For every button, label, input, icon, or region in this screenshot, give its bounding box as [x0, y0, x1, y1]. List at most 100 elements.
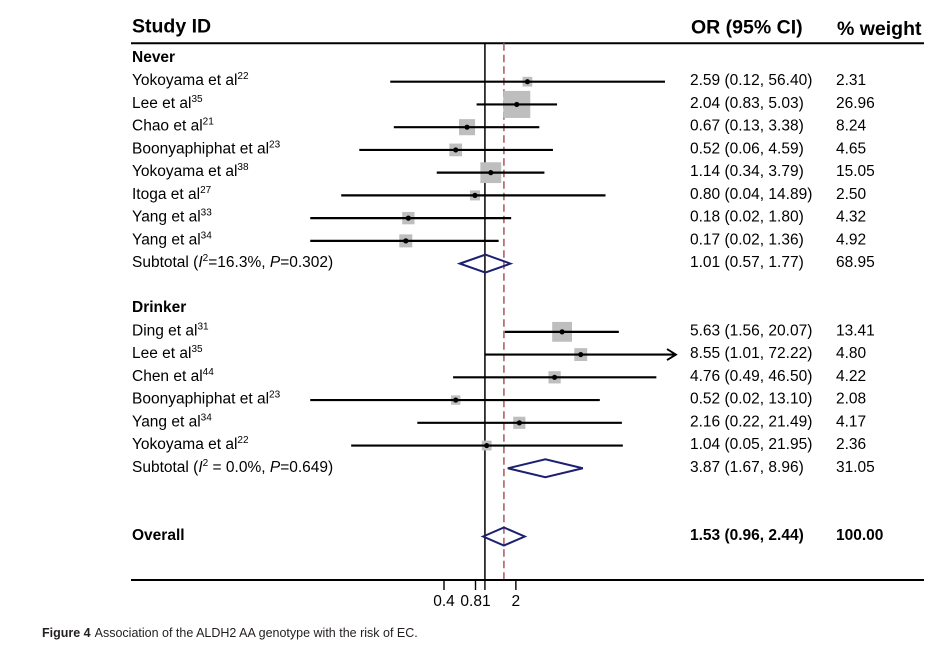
study-label: Chen et al44 [132, 367, 214, 385]
study-label: Yokoyama et al22 [132, 71, 249, 89]
or-ci-value: 0.18 (0.02, 1.80) [690, 209, 804, 226]
study-label: Yokoyama et al22 [132, 435, 249, 453]
p-symbol: P [270, 254, 281, 271]
study-weight: 4.32 [836, 209, 866, 226]
study-name: Yang et al [132, 231, 201, 248]
study-name: Itoga et al [132, 186, 200, 203]
study-weight: 2.31 [836, 72, 866, 89]
study-weight: 26.96 [836, 95, 875, 112]
study-reference: 22 [237, 71, 249, 82]
study-weight: 4.80 [836, 345, 867, 362]
study-or-ci: 8.55 (1.01, 72.22) [690, 345, 812, 362]
weight-value: 68.95 [836, 254, 875, 271]
or-ci-value: 2.16 (0.22, 21.49) [690, 413, 812, 430]
study-name: Yang et al [132, 413, 201, 430]
study-name: Lee et al [132, 345, 191, 362]
study-or-ci: 5.63 (1.56, 20.07) [690, 322, 812, 339]
point-estimate [524, 79, 531, 85]
study-row: Yang et al33 0.18 (0.02, 1.80) 4.32 [132, 208, 866, 226]
group-label: Never [132, 49, 175, 66]
weight-value: 4.92 [836, 231, 866, 248]
or-ci-value: 1.01 (0.57, 1.77) [690, 254, 804, 271]
weight-value: 4.32 [836, 209, 866, 226]
weight-value: 8.24 [836, 118, 867, 135]
or-ci-value: 0.52 (0.06, 4.59) [690, 140, 804, 157]
study-reference: 21 [203, 117, 215, 128]
study-reference: 38 [237, 162, 249, 173]
study-label: Lee et al35 [132, 94, 203, 112]
or-ci-value: 0.52 (0.02, 13.10) [690, 391, 812, 408]
study-name: Yokoyama et al [132, 436, 237, 453]
study-reference: 31 [197, 321, 209, 332]
study-reference: 23 [269, 139, 281, 150]
point-estimate [484, 442, 490, 449]
subtotal-or-ci: 3.87 (1.67, 8.96) [690, 459, 804, 476]
or-ci-value: 0.67 (0.13, 3.38) [690, 118, 804, 135]
group-header-row: Drinker [132, 299, 186, 316]
study-weight: 8.24 [836, 118, 867, 135]
study-or-ci: 0.17 (0.02, 1.36) [690, 231, 804, 248]
or-ci-value: 1.53 (0.96, 2.44) [690, 527, 804, 544]
weight-value: 4.22 [836, 368, 866, 385]
subtotal-diamond [456, 253, 514, 274]
or-ci-value: 8.55 (1.01, 72.22) [690, 345, 812, 362]
study-reference: 44 [203, 367, 215, 378]
or-ci-value: 4.76 (0.49, 46.50) [690, 368, 812, 385]
point-estimate [488, 170, 494, 176]
i2-symbol: I [198, 459, 203, 476]
study-reference: 23 [269, 390, 281, 401]
subtotal-row: Subtotal (I2 = 0.0%, P=0.649) 3.87 (1.67,… [132, 458, 875, 479]
study-label: Yang et al33 [132, 208, 212, 226]
point-estimate [405, 215, 411, 221]
study-weight: 4.22 [836, 368, 866, 385]
study-name: Yokoyama et al [132, 163, 237, 180]
subtotal-weight: 68.95 [836, 254, 875, 271]
point-estimate [453, 397, 459, 403]
study-label: Yang et al34 [132, 230, 212, 248]
weight-value: 15.05 [836, 163, 875, 180]
subtotal-label: Subtotal (I2=16.3%, P=0.302) [132, 253, 333, 271]
overall-diamond [480, 526, 528, 547]
subtotal-or-ci: 1.01 (0.57, 1.77) [690, 254, 804, 271]
group-header-label: Drinker [132, 299, 186, 316]
study-row: Boonyaphiphat et al23 0.52 (0.06, 4.59) 4.… [132, 139, 866, 157]
study-or-ci: 0.80 (0.04, 14.89) [690, 186, 812, 203]
weight-value: 31.05 [836, 459, 875, 476]
i2-value: =16.3%, [208, 254, 270, 271]
study-reference: 34 [201, 412, 213, 423]
weight-value: 2.36 [836, 436, 866, 453]
study-weight: 4.65 [836, 140, 866, 157]
weight-value: 4.17 [836, 413, 866, 430]
study-name: Boonyaphiphat et al [132, 140, 269, 157]
study-row: Ding et al31 5.63 (1.56, 20.07) 13.41 [132, 321, 875, 342]
study-label: Boonyaphiphat et al23 [132, 139, 281, 157]
or-ci-value: 5.63 (1.56, 20.07) [690, 322, 812, 339]
study-label: Lee et al35 [132, 344, 203, 362]
figure-caption: Figure 4 Association of the ALDH2 AA geno… [42, 626, 418, 640]
point-estimate [516, 420, 522, 426]
study-name: Lee et al [132, 95, 191, 112]
study-row: Yokoyama et al22 1.04 (0.05, 21.95) 2.36 [132, 435, 866, 453]
point-estimate [472, 192, 478, 198]
or-ci-header: OR (95% CI) [691, 17, 803, 39]
caption-label: Figure 4 [42, 626, 91, 640]
study-weight: 2.36 [836, 436, 866, 453]
or-ci-value: 3.87 (1.67, 8.96) [690, 459, 804, 476]
column-headers: Study ID OR (95% CI) % weight [132, 16, 922, 41]
p-value: =0.649) [280, 459, 333, 476]
study-label: Boonyaphiphat et al23 [132, 390, 281, 408]
study-reference: 33 [201, 208, 213, 219]
study-weight: 2.08 [836, 391, 866, 408]
point-estimate [453, 147, 459, 153]
study-name: Chao et al [132, 118, 203, 135]
study-row: Yang et al34 0.17 (0.02, 1.36) 4.92 [132, 230, 866, 248]
or-ci-value: 2.59 (0.12, 56.40) [690, 72, 812, 89]
weight-value: 100.00 [836, 527, 883, 544]
weight-value: 2.08 [836, 391, 866, 408]
study-row: Yang et al34 2.16 (0.22, 21.49) 4.17 [132, 412, 866, 430]
x-axis-ticks: 0.4 0.81 2 [433, 580, 520, 610]
point-estimate [578, 351, 584, 358]
p-value: =0.302) [280, 254, 333, 271]
